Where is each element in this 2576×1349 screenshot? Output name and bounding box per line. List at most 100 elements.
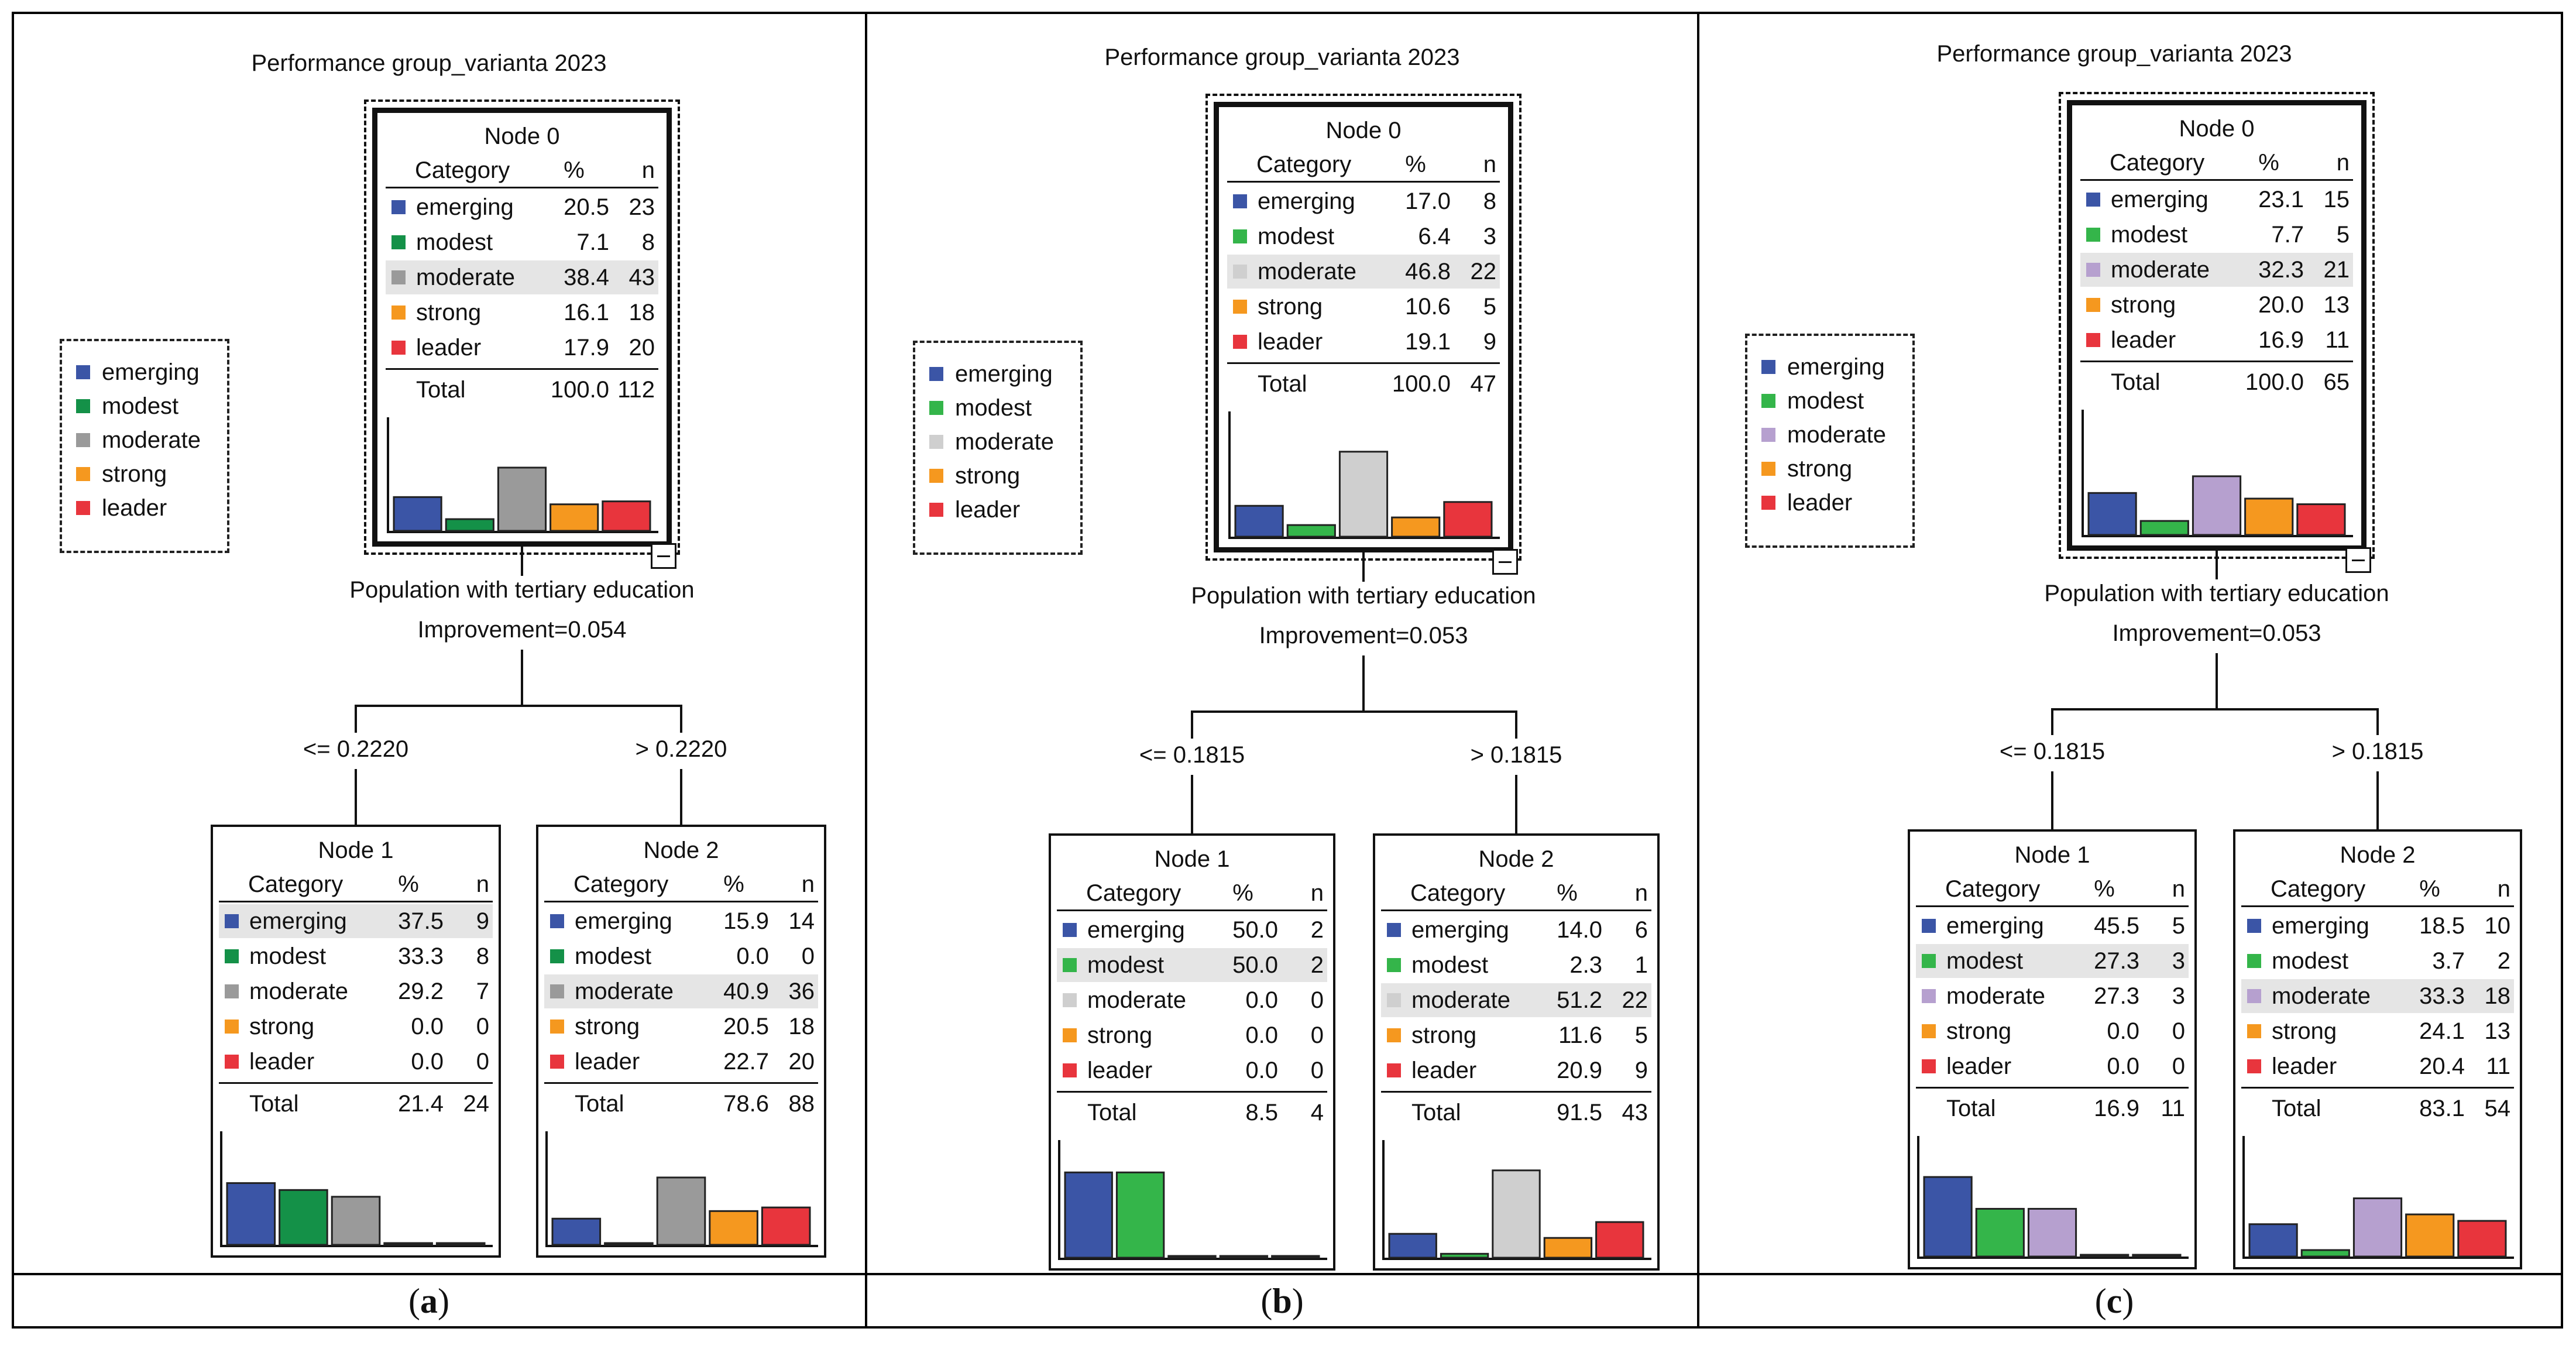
category-row-emerging: emerging 20.5 23: [386, 190, 658, 224]
category-row-leader: leader 20.9 9: [1381, 1053, 1651, 1087]
category-name: modest: [416, 229, 493, 255]
swatch-leader: [1233, 335, 1247, 349]
swatch-moderate: [2247, 989, 2261, 1003]
category-count: 9: [1483, 328, 1496, 355]
legend-swatch-emerging: [1761, 360, 1775, 374]
total-percent: 83.1: [2419, 1095, 2465, 1121]
tree-node-1[interactable]: Node 1 Category% n emerging 45.5 5 modest 27.3 3…: [1908, 829, 2197, 1269]
node-title: Node 0: [484, 123, 560, 149]
split-variable: Population with tertiary education: [2044, 581, 2389, 606]
category-name: leader: [2111, 327, 2176, 353]
legend-label: modest: [102, 393, 179, 419]
category-name: emerging: [249, 908, 347, 934]
connector: [521, 650, 523, 705]
connector: [2216, 551, 2218, 579]
total-row: Total 91.5 43: [1381, 1096, 1651, 1130]
category-row-moderate: moderate 33.3 18: [2241, 979, 2514, 1013]
caption-divider: [12, 1273, 2563, 1275]
swatch-moderate: [225, 984, 239, 998]
category-percent: 0.0: [1245, 1057, 1278, 1083]
node-bar-chart: [2082, 410, 2353, 537]
connector: [1515, 775, 1517, 833]
category-name: strong: [1087, 1022, 1153, 1048]
category-percent: 38.4: [564, 264, 609, 290]
tree-node-2[interactable]: Node 2 Category% n emerging 15.9 14 modest 0.0 0…: [536, 825, 826, 1258]
category-percent: 45.5: [2094, 912, 2139, 939]
legend-item-emerging: emerging: [1761, 350, 1912, 384]
caption-open: (: [408, 1281, 420, 1320]
total-percent: 16.9: [2094, 1095, 2139, 1121]
category-count: 0: [476, 1048, 489, 1075]
collapse-node-button[interactable]: [651, 543, 676, 569]
node-title: Node 2: [1478, 846, 1554, 872]
tree-node-2[interactable]: Node 2 Category% n emerging 18.5 10 modest 3.7 2…: [2233, 829, 2522, 1269]
category-name: emerging: [2111, 186, 2209, 212]
category-row-emerging: emerging 15.9 14: [544, 904, 818, 938]
category-name: emerging: [1946, 912, 2044, 939]
total-separator: [1916, 1087, 2189, 1089]
bar-modest: [1115, 1171, 1165, 1259]
collapse-node-button[interactable]: [1492, 549, 1518, 575]
total-percent: 21.4: [398, 1090, 444, 1117]
connector: [1362, 552, 1365, 582]
swatch-leader: [391, 341, 406, 355]
category-name: strong: [1411, 1022, 1477, 1048]
tree-node-0[interactable]: Node 0 Category% n emerging 17.0 8 modest 6.4 3 m…: [1214, 102, 1513, 552]
node-title: Node 1: [318, 837, 394, 863]
category-count: 11: [2325, 327, 2350, 353]
total-percent: 8.5: [1245, 1099, 1278, 1125]
category-count: 0: [1310, 987, 1324, 1013]
category-name: strong: [1946, 1018, 2012, 1044]
total-separator: [386, 368, 658, 370]
chart-axis: [387, 417, 658, 533]
category-row-strong: strong 0.0 0: [1057, 1018, 1327, 1052]
legend-label: modest: [1787, 387, 1864, 414]
swatch-emerging: [225, 914, 239, 928]
category-row-moderate: moderate 46.8 22: [1227, 255, 1500, 289]
legend-swatch-modest: [76, 399, 90, 413]
category-row-modest: modest 7.1 8: [386, 225, 658, 259]
category-count: 8: [1483, 188, 1496, 214]
category-name: moderate: [416, 264, 515, 290]
category-percent: 22.7: [723, 1048, 769, 1075]
tree-node-0[interactable]: Node 0 Category% n emerging 23.1 15 modest 7.7 5…: [2067, 100, 2367, 551]
node-table-header: Category% n: [1227, 149, 1500, 180]
legend-item-leader: leader: [929, 493, 1080, 527]
category-count: 18: [788, 1013, 815, 1039]
category-count: 18: [628, 299, 655, 325]
collapse-node-button[interactable]: [2345, 547, 2371, 573]
swatch-emerging: [550, 914, 564, 928]
total-row: Total 83.1 54: [2241, 1091, 2514, 1125]
tree-node-1[interactable]: Node 1 Category% n emerging 50.0 2 modest 50.0 2…: [1049, 833, 1335, 1271]
category-count: 43: [628, 264, 655, 290]
category-count: 5: [1483, 293, 1496, 320]
chart-axis: [220, 1131, 493, 1247]
category-name: strong: [2272, 1018, 2337, 1044]
swatch-moderate: [391, 270, 406, 284]
category-percent: 0.0: [411, 1013, 444, 1039]
caption-open: (: [1260, 1281, 1273, 1320]
legend-swatch-leader: [1761, 496, 1775, 510]
bar-emerging: [2087, 492, 2137, 536]
legend-item-moderate: moderate: [929, 425, 1080, 459]
total-label: Total: [1087, 1099, 1137, 1125]
tree-node-0[interactable]: Node 0 Category% n emerging 20.5 23 modest 7.1 8…: [372, 108, 672, 547]
tree-title: Performance group_varianta 2023: [1104, 44, 1460, 70]
legend-swatch-modest: [929, 401, 943, 415]
tree-node-2[interactable]: Node 2 Category% n emerging 14.0 6 modest 2.3 1 m…: [1373, 833, 1660, 1271]
category-percent: 20.4: [2419, 1053, 2465, 1079]
connector: [355, 769, 357, 825]
swatch-leader: [550, 1055, 564, 1069]
swatch-emerging: [2247, 919, 2261, 933]
tree-node-1[interactable]: Node 1 Category% n emerging 37.5 9 modest 33.3 8…: [211, 825, 501, 1258]
category-count: 23: [628, 194, 655, 220]
swatch-modest: [550, 949, 564, 963]
header-separator: [2080, 179, 2353, 181]
swatch-modest: [1063, 958, 1077, 972]
swatch-leader: [1922, 1059, 1936, 1073]
chart-axis: [1917, 1136, 2189, 1259]
legend-label: leader: [955, 496, 1021, 523]
bar-moderate: [2027, 1207, 2077, 1258]
bar-strong: [1219, 1255, 1269, 1259]
category-name: strong: [249, 1013, 315, 1039]
